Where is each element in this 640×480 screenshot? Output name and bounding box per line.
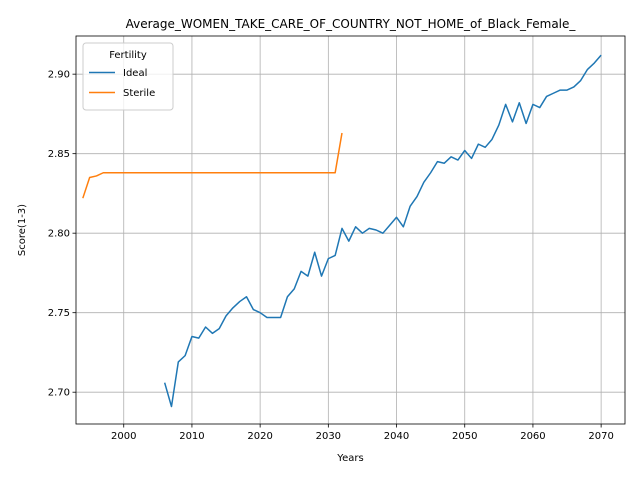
x-tick-label: 2050 <box>452 431 477 442</box>
y-axis-label: Score(1-3) <box>17 204 28 256</box>
x-tick-label: 2020 <box>247 431 272 442</box>
y-tick-label: 2.75 <box>48 308 70 319</box>
legend-label-sterile: Sterile <box>123 88 155 99</box>
x-axis-label: Years <box>336 453 363 464</box>
x-tick-label: 2030 <box>316 431 341 442</box>
x-tick-label: 2070 <box>588 431 613 442</box>
y-tick-label: 2.70 <box>48 388 70 399</box>
y-tick-label: 2.80 <box>48 229 70 240</box>
series-line-ideal <box>163 54 602 408</box>
y-tick-label: 2.90 <box>48 70 70 81</box>
x-tick-label: 2000 <box>111 431 136 442</box>
y-tick-label: 2.85 <box>48 149 70 160</box>
plot-frame <box>75 35 626 425</box>
x-tick-label: 2060 <box>520 431 545 442</box>
chart-title: Average_WOMEN_TAKE_CARE_OF_COUNTRY_NOT_H… <box>126 17 577 31</box>
legend: Fertility Ideal Sterile <box>82 42 174 111</box>
axis-ticks: 2000 2010 2020 2030 2040 2050 2060 2070 2.70 2.75… <box>48 70 614 442</box>
series-line-sterile <box>82 132 343 199</box>
series-layer <box>82 54 602 408</box>
x-tick-label: 2040 <box>384 431 409 442</box>
legend-title: Fertility <box>109 50 147 61</box>
x-tick-label: 2010 <box>179 431 204 442</box>
legend-label-ideal: Ideal <box>123 68 147 79</box>
